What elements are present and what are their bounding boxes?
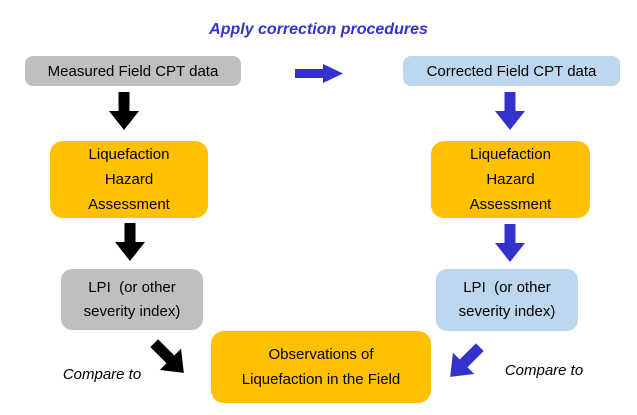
compare-to-left-label: Compare to bbox=[62, 366, 142, 383]
observations-box: Observations of Liquefaction in the Fiel… bbox=[211, 331, 431, 403]
measured-cpt-data-box: Measured Field CPT data bbox=[25, 56, 241, 86]
down-arrow-black-bottom-icon bbox=[115, 223, 145, 261]
apply-correction-title: Apply correction procedures bbox=[209, 21, 428, 38]
hazard-assessment-left-box: Liquefaction Hazard Assessment bbox=[50, 141, 208, 218]
corrected-cpt-data-box: Corrected Field CPT data bbox=[403, 56, 620, 86]
lpi-left-box: LPI (or other severity index) bbox=[61, 269, 203, 330]
compare-to-right-label: Compare to bbox=[504, 362, 584, 379]
compare-arrow-right-icon bbox=[450, 343, 484, 377]
compare-arrow-left-icon bbox=[150, 339, 184, 373]
hazard-assessment-right-box: Liquefaction Hazard Assessment bbox=[431, 141, 590, 218]
down-arrow-blue-top-icon bbox=[495, 92, 525, 130]
lpi-right-box: LPI (or other severity index) bbox=[436, 269, 578, 331]
down-arrow-blue-bottom-icon bbox=[495, 224, 525, 262]
apply-correction-right-arrow-icon bbox=[295, 64, 343, 83]
down-arrow-black-top-icon bbox=[109, 92, 139, 130]
